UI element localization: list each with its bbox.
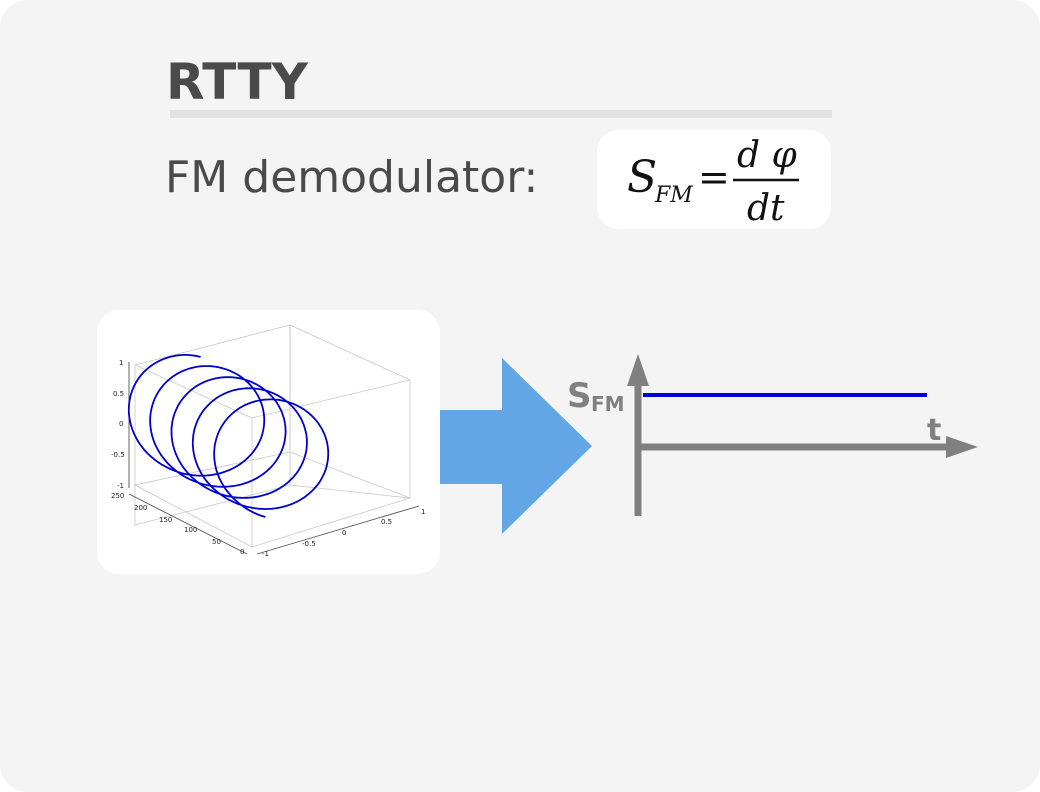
t-tick: 0: [240, 548, 244, 556]
slide-subtitle: FM demodulator:: [165, 152, 539, 203]
t-tick: 200: [134, 504, 147, 512]
t-axis-line: [128, 493, 248, 555]
z-tick-labels: 1 0.5 0 -0.5 -1: [111, 359, 125, 490]
z-tick: -1: [117, 482, 124, 490]
formula-box: S FM = d φ dt: [597, 130, 831, 229]
plot-box-wireframe: [133, 324, 412, 548]
formula-numerator: d φ: [737, 135, 797, 176]
formula-equals: =: [698, 155, 730, 199]
right-arrow-icon: [440, 358, 592, 534]
t-tick: 100: [184, 526, 197, 534]
output-signal-graph: S FM t: [567, 354, 978, 516]
plot-top-edge-b: [251, 379, 411, 419]
x-tick: -1: [262, 550, 269, 558]
y-axis-label: S: [567, 376, 592, 416]
y-axis-label-subscript: FM: [591, 392, 625, 416]
t-tick: 50: [212, 538, 221, 546]
z-tick: 1: [119, 359, 123, 367]
z-tick: 0.5: [113, 390, 124, 398]
helix-series-line: [127, 354, 330, 518]
helix-plot: 1 0.5 0 -0.5 -1 250 200 150 100 50 0 -1 …: [111, 324, 425, 558]
x-tick-labels: -1 -0.5 0 0.5 1: [262, 508, 425, 558]
x-tick: -0.5: [302, 540, 316, 548]
y-axis-arrowhead: [627, 354, 649, 386]
formula-svg: S FM = d φ dt: [627, 135, 799, 229]
plot-axes: [128, 362, 420, 555]
formula-lhs-symbol: S: [627, 152, 657, 203]
x-axis-arrowhead: [946, 436, 978, 458]
formula-denominator: dt: [747, 188, 785, 229]
x-tick: 0: [342, 529, 346, 537]
slide-title: RTTY: [166, 53, 308, 111]
x-tick: 0.5: [381, 518, 392, 526]
x-axis-label: t: [927, 413, 941, 448]
x-axis-line: [256, 505, 420, 555]
title-underline: [170, 110, 832, 118]
z-tick: -0.5: [111, 451, 125, 459]
plot-floor: [133, 451, 412, 548]
formula-lhs-subscript: FM: [654, 183, 693, 208]
t-tick: 250: [111, 492, 124, 500]
helix-plot-box: 1 0.5 0 -0.5 -1 250 200 150 100 50 0 -1 …: [97, 310, 440, 574]
plot-top-edge-a: [134, 364, 253, 419]
t-tick: 150: [159, 516, 172, 524]
t-tick-labels: 250 200 150 100 50 0: [111, 492, 244, 556]
x-tick: 1: [421, 508, 425, 516]
z-tick: 0: [119, 420, 123, 428]
